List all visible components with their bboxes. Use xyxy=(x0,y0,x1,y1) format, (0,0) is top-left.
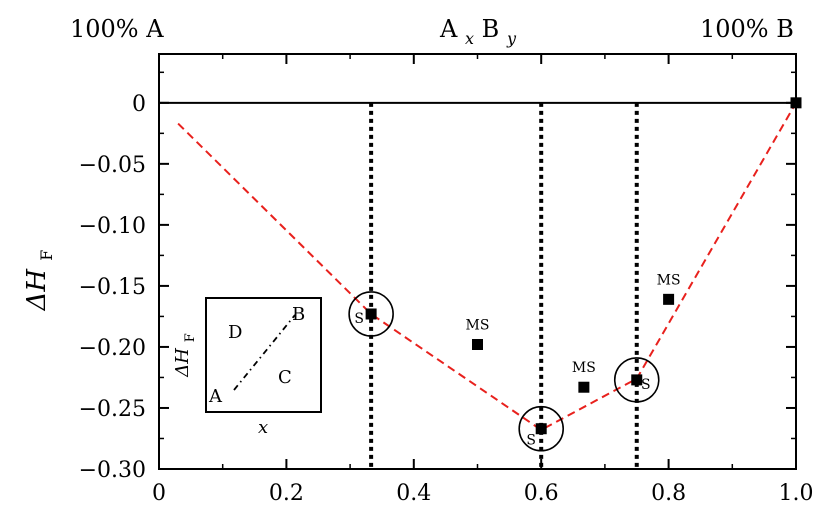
stable-point-circle-4 xyxy=(613,357,660,403)
data-point-0 xyxy=(365,308,377,320)
point-label-2: S xyxy=(526,433,536,449)
x-tick-label-5: 1.0 xyxy=(779,481,814,506)
inset-y-axis-title: ΔH F xyxy=(172,333,198,377)
header-center-y-subscript: y xyxy=(506,29,517,48)
inset-label-a: A xyxy=(208,386,223,407)
y-tick-label-4: −0.20 xyxy=(79,336,146,361)
y-tick-label-1: −0.05 xyxy=(79,153,146,178)
y-axis-title-symbol: ΔH xyxy=(22,268,52,312)
data-points-layer: S MS S MS S MS xyxy=(348,97,802,452)
inset-frame xyxy=(205,297,322,413)
header-center-x-subscript: x xyxy=(465,29,474,48)
data-point-4 xyxy=(631,374,643,386)
y-tick-label-3: −0.15 xyxy=(79,275,146,300)
point-label-3: MS xyxy=(572,360,596,376)
inset-label-c: C xyxy=(278,367,292,388)
y-axis-title: ΔH F xyxy=(22,250,56,312)
point-label-5: MS xyxy=(657,272,681,288)
x-tick-label-2: 0.4 xyxy=(396,481,431,506)
stable-point-circle-2 xyxy=(518,405,565,452)
point-label-0: S xyxy=(354,311,364,327)
hull-line xyxy=(177,102,797,432)
inset-y-axis-title-symbol: ΔH xyxy=(172,348,193,378)
data-point-6 xyxy=(790,97,802,109)
y-tick-label-6: −0.30 xyxy=(79,458,146,483)
stable-point-circle-0 xyxy=(348,291,394,337)
y-tick-label-0: 0 xyxy=(132,92,146,117)
y-axis-ticks: 0 −0.05 −0.10 −0.15 −0.20 −0.25 −0.30 xyxy=(79,71,796,483)
header-center-label: A x B y xyxy=(439,15,517,48)
point-label-4: S xyxy=(641,377,651,393)
inset-y-axis-title-subscript: F xyxy=(183,333,198,342)
header-center-b: B xyxy=(482,15,500,43)
y-tick-label-5: −0.25 xyxy=(79,397,146,422)
x-axis-ticks: 0 0.2 0.4 0.6 0.8 1.0 xyxy=(152,54,814,506)
x-tick-label-4: 0.8 xyxy=(651,481,686,506)
header-left-label: 100% A xyxy=(70,15,164,43)
x-tick-label-3: 0.6 xyxy=(524,481,559,506)
inset-dash-dot-line xyxy=(233,314,296,391)
inset-x-axis-title: x xyxy=(258,417,268,438)
y-axis-title-subscript: F xyxy=(37,250,56,261)
y-tick-label-2: −0.10 xyxy=(79,214,146,239)
vertical-divider-group xyxy=(369,102,639,469)
header-center-a: A xyxy=(439,15,458,43)
data-point-1 xyxy=(472,339,483,350)
data-point-5 xyxy=(663,293,675,305)
x-tick-label-1: 0.2 xyxy=(269,481,304,506)
point-label-1: MS xyxy=(466,318,490,334)
inset-label-b: B xyxy=(292,304,305,325)
header-right-label: 100% B xyxy=(700,15,794,43)
x-tick-label-0: 0 xyxy=(152,481,166,506)
inset-diagram: D B C A ΔH F x xyxy=(172,297,322,438)
data-point-3 xyxy=(578,381,590,393)
data-point-2 xyxy=(535,423,547,435)
inset-label-d: D xyxy=(228,322,242,343)
